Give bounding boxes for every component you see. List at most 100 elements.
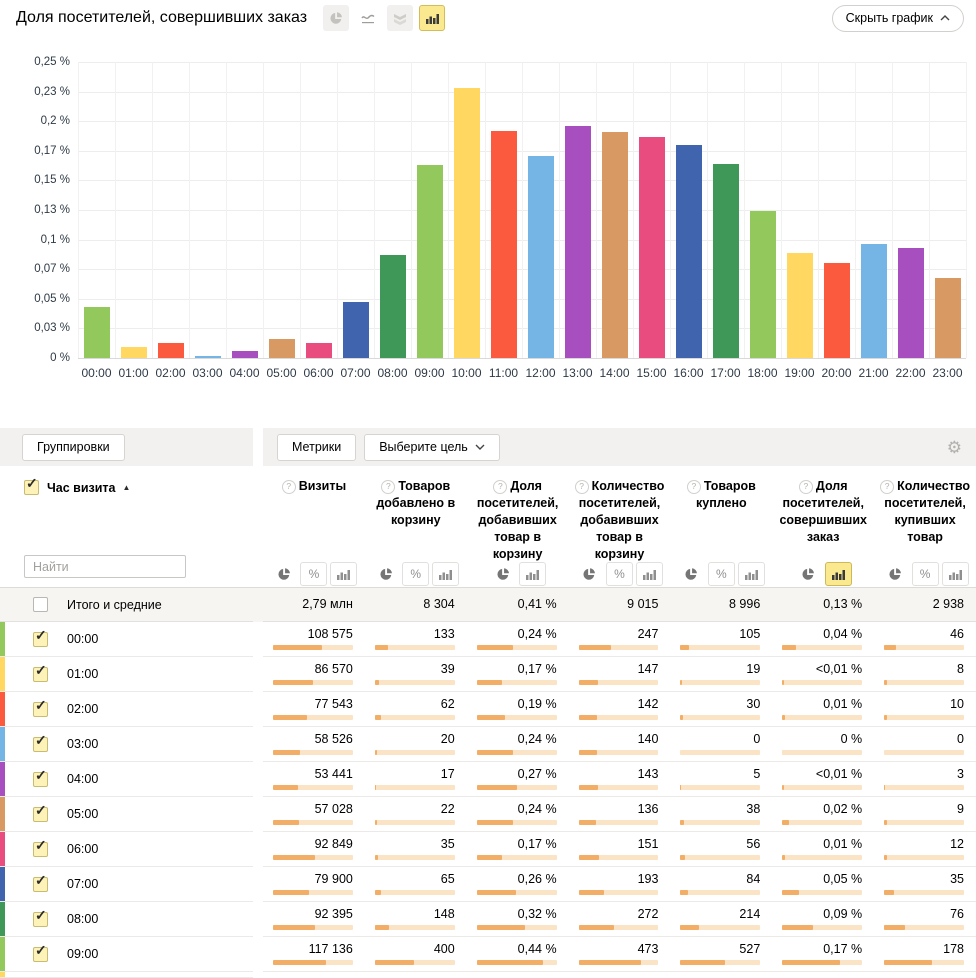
percent-icon-toggle[interactable]: % bbox=[911, 562, 939, 587]
bar-chart: 0,25 % 0,23 % 0,2 % 0,17 % 0,15 % 0,13 % 0,1 %… bbox=[0, 36, 976, 424]
help-icon[interactable]: ? bbox=[381, 479, 396, 494]
bar-chart-icon-toggle[interactable] bbox=[941, 562, 969, 587]
row-checkbox[interactable]: ✓ bbox=[33, 662, 48, 682]
x-axis-tick-label: 17:00 bbox=[710, 366, 741, 380]
column-header-label[interactable]: ? Доля посетителей, совершивших заказ bbox=[779, 479, 867, 544]
bar-chart-icon-toggle[interactable] bbox=[330, 562, 358, 587]
bar-14:00[interactable] bbox=[601, 131, 628, 358]
percent-icon-toggle[interactable]: % bbox=[707, 562, 735, 587]
pie-chart-icon-button[interactable] bbox=[323, 5, 350, 31]
value-share-bar-fill bbox=[476, 960, 543, 965]
select-all-checkbox[interactable]: ✓ bbox=[24, 475, 39, 495]
value-share-bar-fill bbox=[680, 960, 726, 965]
value-share-bar-fill bbox=[374, 715, 382, 720]
pie-chart-icon-toggle[interactable] bbox=[882, 562, 909, 586]
row-checkbox[interactable]: ✓ bbox=[33, 942, 48, 962]
dimension-label[interactable]: Час визита bbox=[47, 480, 116, 495]
percent-icon-toggle[interactable]: % bbox=[300, 562, 328, 587]
bar-21:00[interactable] bbox=[860, 244, 887, 358]
bar-07:00[interactable] bbox=[342, 302, 369, 358]
hide-chart-button[interactable]: Скрыть график bbox=[831, 4, 964, 32]
metric-value: 12 bbox=[950, 837, 964, 851]
pie-chart-icon-toggle[interactable] bbox=[270, 562, 297, 586]
sort-asc-icon[interactable]: ▲ bbox=[122, 483, 131, 492]
bar-03:00[interactable] bbox=[194, 355, 221, 358]
bar-23:00[interactable] bbox=[934, 277, 961, 358]
percent-icon-toggle[interactable]: % bbox=[402, 562, 430, 587]
percent-icon-toggle[interactable]: % bbox=[605, 562, 633, 587]
column-header-label[interactable]: ? Товаров добавлено в корзину bbox=[376, 479, 456, 527]
help-icon[interactable]: ? bbox=[798, 479, 813, 494]
bar-chart-icon-button[interactable] bbox=[419, 5, 446, 31]
metric-value: 77 543 bbox=[314, 697, 353, 711]
pie-chart-icon-toggle[interactable] bbox=[489, 562, 516, 586]
bar-10:00[interactable] bbox=[453, 88, 480, 358]
search-input[interactable] bbox=[24, 555, 186, 578]
bar-18:00[interactable] bbox=[749, 211, 776, 358]
column-header-label[interactable]: ? Товаров куплено bbox=[674, 478, 768, 512]
bar-22:00[interactable] bbox=[897, 247, 924, 358]
help-icon[interactable]: ? bbox=[880, 479, 895, 494]
metric-value: <0,01 % bbox=[815, 767, 863, 781]
check-icon: ✓ bbox=[35, 871, 47, 888]
bar-chart-icon-toggle[interactable] bbox=[432, 562, 460, 587]
gear-icon[interactable]: ⚙ bbox=[946, 437, 962, 457]
row-checkbox[interactable]: ✓ bbox=[33, 627, 48, 647]
row-checkbox[interactable]: ✓ bbox=[33, 837, 48, 857]
pie-chart-icon-toggle[interactable] bbox=[372, 562, 399, 586]
help-icon[interactable]: ? bbox=[686, 479, 701, 494]
bar-19:00[interactable] bbox=[786, 252, 813, 358]
pie-chart-icon-toggle[interactable] bbox=[678, 562, 705, 586]
bar-chart-icon-toggle[interactable] bbox=[519, 562, 547, 587]
bar-09:00[interactable] bbox=[416, 165, 443, 358]
bar-00:00[interactable] bbox=[83, 307, 110, 358]
metric-value-cell: 92 395 bbox=[263, 902, 365, 936]
bar-17:00[interactable] bbox=[712, 163, 739, 358]
bar-chart-icon-toggle[interactable] bbox=[737, 562, 765, 587]
metrics-button[interactable]: Метрики bbox=[277, 433, 357, 461]
row-checkbox[interactable]: ✓ bbox=[33, 767, 48, 787]
goal-select-dropdown[interactable]: Выберите цель bbox=[364, 433, 500, 461]
help-icon[interactable]: ? bbox=[281, 479, 296, 494]
row-checkbox[interactable] bbox=[33, 597, 48, 612]
pie-chart-icon-toggle[interactable] bbox=[576, 562, 603, 586]
help-icon[interactable]: ? bbox=[493, 479, 508, 494]
display-mode-toggles: % bbox=[678, 562, 765, 587]
bar-chart-icon-toggle[interactable] bbox=[635, 562, 663, 587]
column-header-label[interactable]: ? Визиты bbox=[281, 478, 346, 495]
value-share-bar-fill bbox=[578, 785, 598, 790]
bar-04:00[interactable] bbox=[231, 350, 258, 358]
metric-value-cell: 46 bbox=[874, 622, 976, 656]
bar-01:00[interactable] bbox=[120, 347, 147, 358]
row-checkbox[interactable]: ✓ bbox=[33, 872, 48, 892]
bar-08:00[interactable] bbox=[379, 255, 406, 358]
bar-02:00[interactable] bbox=[157, 342, 184, 358]
row-checkbox[interactable]: ✓ bbox=[33, 907, 48, 927]
bar-06:00[interactable] bbox=[305, 342, 332, 358]
bar-15:00[interactable] bbox=[638, 136, 665, 358]
row-checkbox[interactable]: ✓ bbox=[33, 697, 48, 717]
column-header-label[interactable]: ? Количество посетителей, купивших товар bbox=[878, 478, 972, 546]
pie-chart-icon-toggle[interactable] bbox=[795, 562, 822, 586]
bar-chart-icon-toggle[interactable] bbox=[824, 562, 852, 587]
value-share-bar bbox=[273, 750, 353, 755]
column-header-label[interactable]: ? Количество посетителей, добавивших това… bbox=[573, 478, 667, 562]
line-chart-icon-button[interactable] bbox=[355, 5, 382, 31]
metric-value-cell: 140 bbox=[569, 727, 671, 761]
bar-11:00[interactable] bbox=[490, 130, 517, 358]
bar-12:00[interactable] bbox=[527, 155, 554, 358]
row-checkbox[interactable]: ✓ bbox=[33, 732, 48, 752]
groupings-button[interactable]: Группировки bbox=[22, 433, 125, 461]
help-icon[interactable]: ? bbox=[574, 479, 589, 494]
bar-13:00[interactable] bbox=[564, 125, 591, 358]
value-share-bar bbox=[680, 925, 761, 930]
row-checkbox[interactable]: ✓ bbox=[33, 802, 48, 822]
row-header-cell: ✓ 03:00 bbox=[0, 727, 253, 762]
value-share-bar-fill bbox=[578, 855, 599, 860]
value-share-bar-fill bbox=[476, 645, 513, 650]
bar-20:00[interactable] bbox=[823, 263, 850, 358]
stacked-area-icon-button[interactable] bbox=[387, 5, 414, 31]
column-header-label[interactable]: ? Доля посетителей, добавивших товар в ко… bbox=[476, 479, 559, 561]
bar-05:00[interactable] bbox=[268, 339, 295, 358]
bar-16:00[interactable] bbox=[675, 144, 702, 358]
